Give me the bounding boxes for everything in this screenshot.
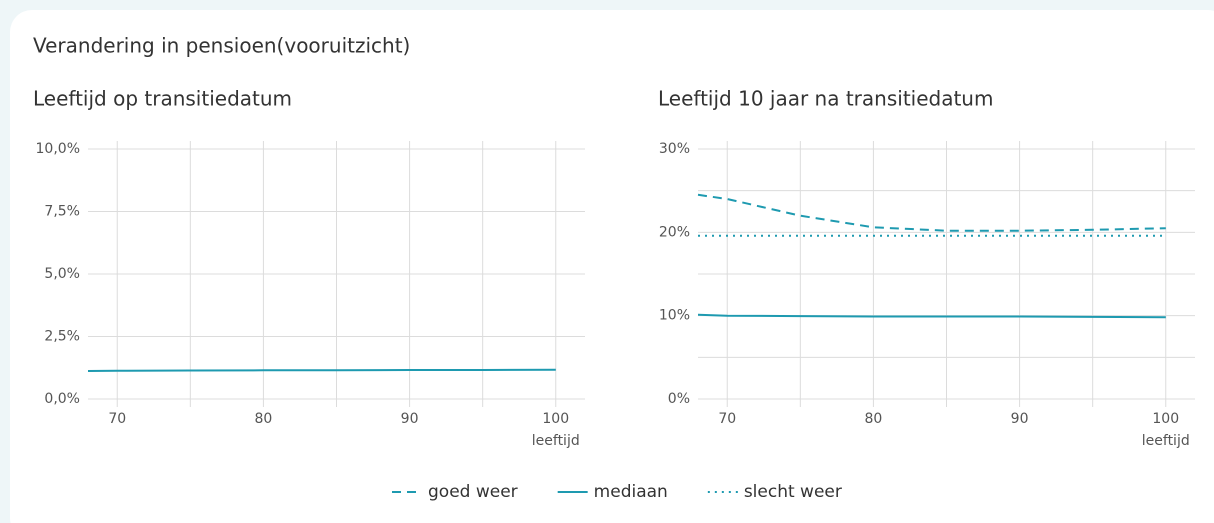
x-tick-label: 90 (1011, 411, 1029, 427)
card-background (10, 10, 1214, 523)
series-line (87, 368, 556, 372)
page-title: Verandering in pensioen(vooruitzicht) (33, 34, 410, 58)
x-tick-label: 70 (108, 411, 126, 427)
y-tick-label: 5,0% (44, 266, 80, 282)
x-axis-label: leeftijd (1142, 433, 1190, 449)
chart-title: Leeftijd op transitiedatum (33, 87, 292, 111)
legend-label: slecht weer (744, 482, 842, 502)
series-line (697, 193, 1166, 232)
y-tick-label: 10% (659, 308, 690, 324)
y-tick-label: 2,5% (44, 329, 80, 345)
series-line (697, 313, 1166, 319)
y-tick-label: 0,0% (44, 391, 80, 407)
x-tick-label: 90 (401, 411, 419, 427)
x-tick-label: 80 (254, 411, 272, 427)
y-tick-label: 7,5% (44, 204, 80, 220)
x-tick-label: 70 (718, 411, 736, 427)
legend-label: mediaan (594, 482, 668, 502)
legend-label: goed weer (428, 482, 518, 502)
x-tick-label: 100 (1152, 411, 1179, 427)
x-tick-label: 100 (542, 411, 569, 427)
chart-title: Leeftijd 10 jaar na transitiedatum (658, 87, 993, 111)
x-tick-label: 80 (864, 411, 882, 427)
y-tick-label: 10,0% (36, 141, 80, 157)
y-tick-label: 30% (659, 141, 690, 157)
y-tick-label: 0% (668, 391, 690, 407)
y-tick-label: 20% (659, 224, 690, 240)
x-axis-label: leeftijd (532, 433, 580, 449)
